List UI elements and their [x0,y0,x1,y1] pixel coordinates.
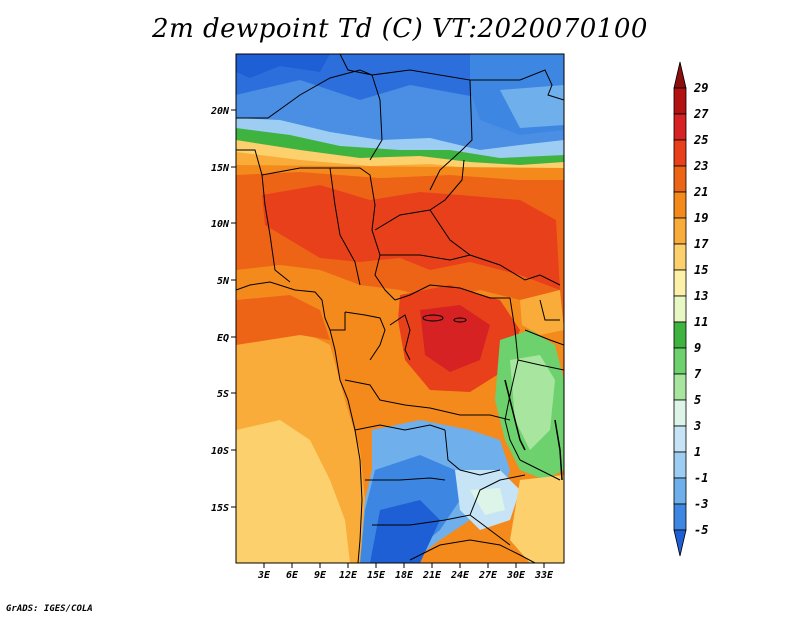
colorbar-swatch [673,529,687,557]
lat-label: 15N [211,163,230,174]
colorbar-label: -3 [694,497,708,511]
borders [236,54,564,563]
colorbar-label: 15 [694,263,708,277]
colorbar-swatch [673,425,687,453]
lat-label: 10S [211,446,229,457]
colorbar-label: 23 [693,159,708,173]
colorbar-label: 17 [694,237,709,251]
colorbar-swatch [673,113,687,141]
lat-label: 5S [217,389,229,400]
credit-label: GrADS: IGES/COLA [6,604,93,614]
colorbar-label: 27 [693,107,709,121]
lon-label: 18E [395,570,414,581]
colorbar-label: 29 [693,81,708,95]
colorbar-swatch [673,451,687,479]
colorbar-label: 13 [694,289,708,303]
colorbar-swatch [673,373,687,401]
colorbar-swatch [673,477,687,505]
colorbar-swatch [673,139,687,167]
colorbar-swatch [673,165,687,193]
colorbar-label: 9 [694,341,701,355]
lon-label: 3E [257,570,271,581]
lat-label: 20N [210,106,230,117]
colorbar-swatch [673,87,687,115]
map-frame [235,53,565,564]
lon-label: 6E [286,570,299,581]
lon-label: 30E [506,570,526,581]
lon-label: 27E [478,570,498,581]
colorbar-swatch [673,295,687,323]
lon-label: 33E [534,570,554,581]
colorbar-label: 7 [694,367,702,381]
colorbar-swatch [673,243,687,271]
lat-label: 15S [211,503,229,514]
colorbar: 29 27 25 23 21 19 17 15 13 11 9 7 5 3 1 -1 -3 -5 [673,61,709,557]
colorbar-label: 3 [693,419,701,433]
colorbar-label: -1 [694,471,708,485]
lat-label: 10N [211,219,230,230]
lon-label: 9E [314,570,327,581]
dewpoint-field [236,54,564,563]
colorbar-swatch [673,217,687,245]
colorbar-label: 5 [694,393,701,407]
colorbar-label: 25 [693,133,708,147]
colorbar-swatch [673,269,687,297]
lat-label: 5N [217,276,230,287]
colorbar-label: 1 [694,445,701,459]
colorbar-label: 19 [694,211,708,225]
colorbar-swatch [673,399,687,427]
lon-label: 15E [367,570,386,581]
lon-label: 21E [422,570,442,581]
colorbar-swatch [673,61,687,89]
colorbar-label: 21 [693,185,708,199]
map-title: 2m dewpoint Td (C) VT:2020070100 [152,14,648,44]
colorbar-swatch [673,503,687,531]
lat-label: EQ [217,333,229,344]
colorbar-swatch [673,191,687,219]
colorbar-label: -5 [694,523,708,537]
colorbar-swatch [673,347,687,375]
colorbar-label: 11 [694,315,708,329]
colorbar-swatch [673,321,687,349]
lon-label: 12E [339,570,358,581]
lon-label: 24E [450,570,470,581]
